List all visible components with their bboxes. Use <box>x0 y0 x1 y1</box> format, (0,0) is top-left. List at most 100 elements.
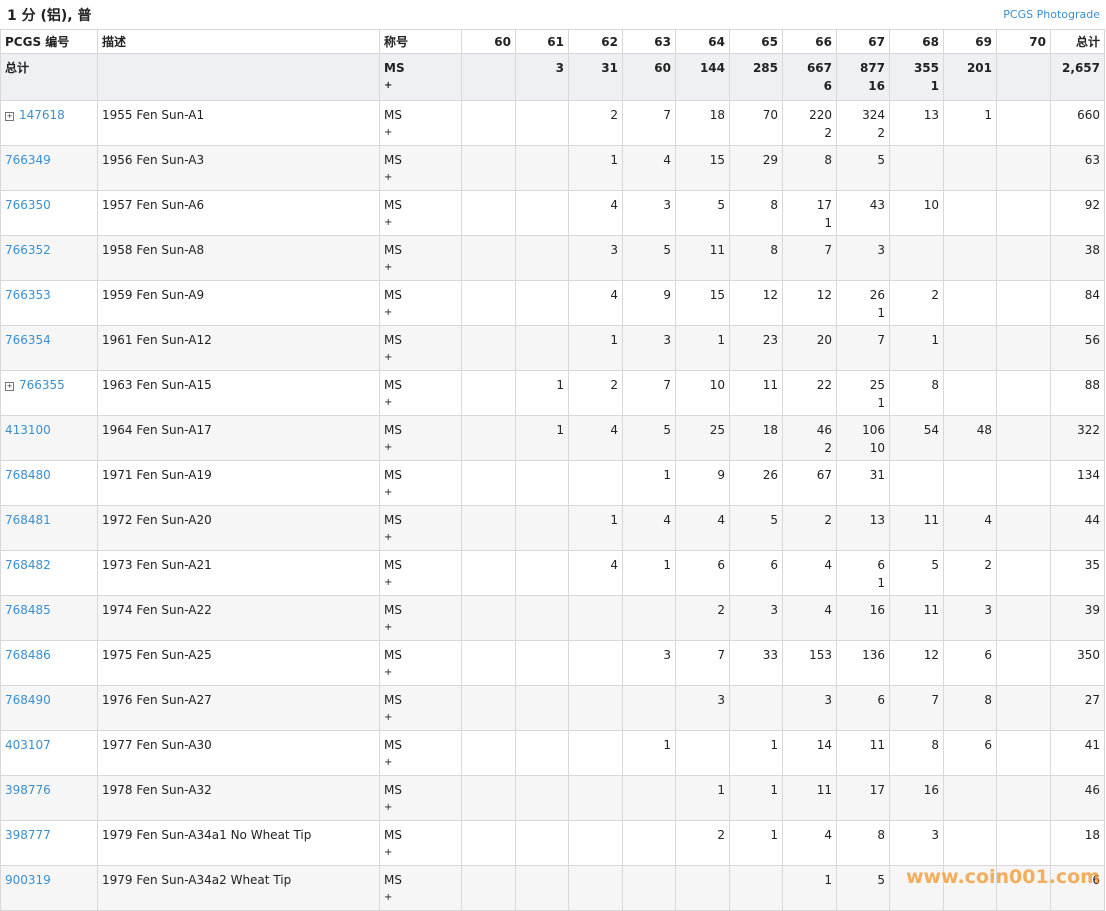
grade-cell: 4 <box>568 280 623 326</box>
expand-icon[interactable]: + <box>5 382 14 391</box>
pcgs-id-link[interactable]: 766349 <box>5 153 51 167</box>
grade-cell <box>729 685 783 731</box>
plus-count: 1 <box>877 576 885 590</box>
desc-cell: 1971 Fen Sun-A19 <box>97 460 380 506</box>
id-wrap: 768485 <box>5 596 93 619</box>
grade-cell: 2 <box>782 505 837 551</box>
grade-cell: 11 <box>836 730 890 776</box>
grade-cell <box>996 325 1051 371</box>
grade-cell <box>889 145 944 191</box>
grade-count: 4 <box>610 558 618 572</box>
grade-count: 31 <box>869 468 885 482</box>
pcgs-id-link[interactable]: 768482 <box>5 558 51 572</box>
grade-cell <box>568 685 623 731</box>
grade-count: 20 <box>816 333 832 347</box>
grade-cell <box>943 865 997 911</box>
grade-cell <box>622 685 676 731</box>
column-header: 总计 <box>1050 29 1105 54</box>
grade-cell <box>515 325 569 371</box>
designation: MS <box>384 693 402 707</box>
description: 1974 Fen Sun-A22 <box>102 603 212 617</box>
grade-cell: 11 <box>675 235 730 281</box>
coin-row: 768480 1971 Fen Sun-A19 MS +1 9 26 67 31 134 <box>0 460 1105 506</box>
pcgs-id-link[interactable]: 147618 <box>19 108 65 122</box>
grade-cell <box>889 460 944 506</box>
id-wrap: 403107 <box>5 731 93 754</box>
designation: MS <box>384 558 402 572</box>
total-cell: 84 <box>1050 280 1105 326</box>
grade-cell: 355 1 <box>889 53 944 101</box>
id-cell: 403107 <box>0 730 98 776</box>
designation: MS <box>384 873 402 887</box>
plus-count: 1 <box>824 216 832 230</box>
grade-cell: 1 <box>568 505 623 551</box>
grade-count: 3 <box>984 603 992 617</box>
grade-count: 1 <box>770 738 778 752</box>
id-cell: +147618 <box>0 100 98 146</box>
watermark: www.coin001.com <box>906 866 1101 888</box>
id-wrap: 766353 <box>5 281 93 304</box>
designation: MS <box>384 828 402 842</box>
grade-cell: 3 <box>622 640 676 686</box>
grade-count: 1 <box>824 873 832 887</box>
grade-count: 667 <box>806 61 832 75</box>
pcgs-id-link[interactable]: 766355 <box>19 378 65 392</box>
grade-cell <box>622 820 676 866</box>
grade-cell: 1 <box>515 370 569 416</box>
grade-count: 4 <box>610 288 618 302</box>
grade-cell: 3 <box>675 685 730 731</box>
grade-cell <box>943 820 997 866</box>
designation: MS <box>384 513 402 527</box>
pcgs-id-link[interactable]: 768486 <box>5 648 51 662</box>
pcgs-id-link[interactable]: 403107 <box>5 738 51 752</box>
total-cell: 38 <box>1050 235 1105 281</box>
grade-count: 3 <box>877 243 885 257</box>
expand-icon[interactable]: + <box>5 112 14 121</box>
plus-designation: + <box>384 217 393 228</box>
pcgs-id-link[interactable]: 766354 <box>5 333 51 347</box>
grade-count: 6 <box>770 558 778 572</box>
pcgs-id-link[interactable]: 768480 <box>5 468 51 482</box>
grade-cell <box>675 865 730 911</box>
pcgs-id-link[interactable]: 413100 <box>5 423 51 437</box>
grade-count: 31 <box>601 61 618 75</box>
grade-cell: 2 <box>568 100 623 146</box>
grade-count: 5 <box>663 423 671 437</box>
desc-cell: 1956 Fen Sun-A3 <box>97 145 380 191</box>
column-header: 描述 <box>97 29 380 54</box>
row-total: 322 <box>1077 423 1100 437</box>
column-header: 63 <box>622 29 676 54</box>
row-total: 38 <box>1084 243 1100 257</box>
grade-cell <box>461 53 516 101</box>
pcgs-id-link[interactable]: 768481 <box>5 513 51 527</box>
plus-count: 1 <box>877 306 885 320</box>
grade-cell <box>996 595 1051 641</box>
grade-cell: 13 <box>889 100 944 146</box>
grade-count: 8 <box>770 198 778 212</box>
pcgs-id-link[interactable]: 398777 <box>5 828 51 842</box>
plus-designation: + <box>384 397 393 408</box>
grade-cell: 6 <box>943 640 997 686</box>
pcgs-id-link[interactable]: 768485 <box>5 603 51 617</box>
pcgs-id-link[interactable]: 900319 <box>5 873 51 887</box>
designation-cell: MS + <box>379 460 462 506</box>
pcgs-id-link[interactable]: 766353 <box>5 288 51 302</box>
grade-cell: 2 <box>943 550 997 596</box>
pcgs-id-link[interactable]: 766350 <box>5 198 51 212</box>
pcgs-id-link[interactable]: 768490 <box>5 693 51 707</box>
grade-cell: 4 <box>782 550 837 596</box>
grade-cell <box>943 775 997 821</box>
plus-designation: + <box>384 307 393 318</box>
grade-cell <box>675 730 730 776</box>
designation: MS <box>384 783 402 797</box>
grade-count: 11 <box>923 603 939 617</box>
grade-cell <box>996 775 1051 821</box>
description: 1972 Fen Sun-A20 <box>102 513 212 527</box>
pcgs-id-link[interactable]: 766352 <box>5 243 51 257</box>
row-total: 41 <box>1084 738 1100 752</box>
pcgs-id-link[interactable]: 398776 <box>5 783 51 797</box>
grade-count: 2 <box>610 378 618 392</box>
grade-cell: 54 <box>889 415 944 461</box>
photograde-link[interactable]: PCGS Photograde <box>1003 8 1100 21</box>
